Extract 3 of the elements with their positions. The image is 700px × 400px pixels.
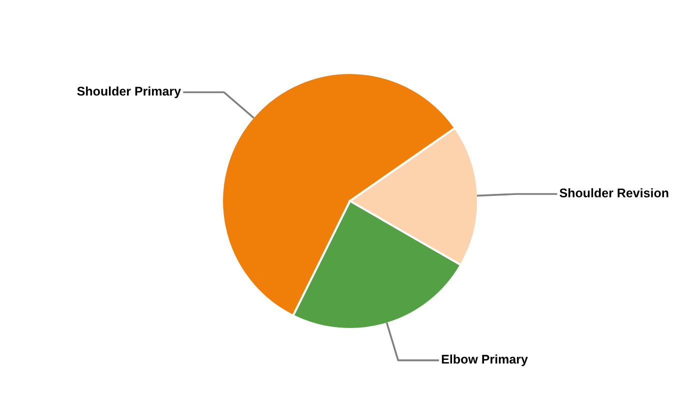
- slice-label: Elbow Primary: [442, 354, 528, 366]
- slice-label: Shoulder Revision: [560, 188, 668, 198]
- slice-label: Shoulder Primary: [77, 86, 181, 98]
